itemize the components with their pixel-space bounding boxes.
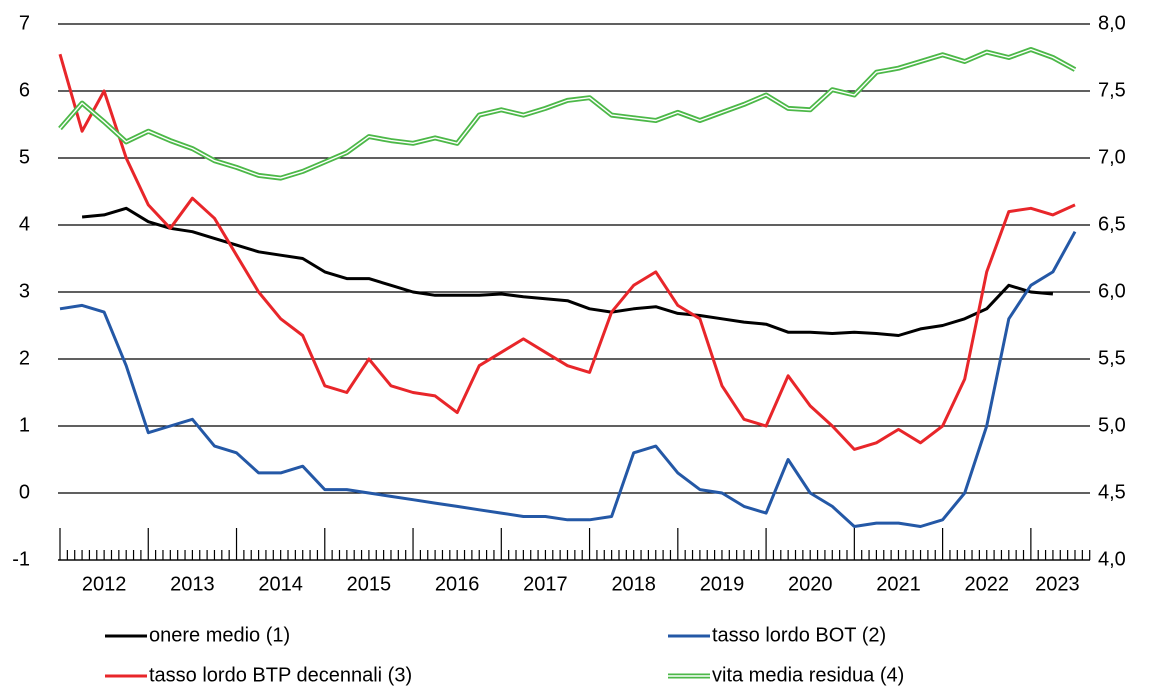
y2-tick-label: 6,0	[1098, 280, 1126, 302]
y-tick-label: 7	[19, 12, 30, 34]
series-line	[58, 53, 1076, 451]
y-tick-label: 6	[19, 79, 30, 101]
x-tick-label: 2016	[435, 573, 480, 595]
y2-tick-label: 5,5	[1098, 347, 1126, 369]
x-tick-label: 2021	[876, 573, 921, 595]
y-tick-label: 3	[19, 280, 30, 302]
x-tick-label: 2023	[1035, 573, 1080, 595]
series-line-inner	[59, 48, 1076, 179]
y-tick-label: 1	[19, 414, 30, 436]
legend-label: tasso lordo BTP decennali (3)	[149, 664, 412, 686]
legend-label: vita media residua (4)	[712, 664, 904, 686]
y-tick-label: 5	[19, 146, 30, 168]
y-tick-label: 4	[19, 213, 30, 235]
legend-label: onere medio (1)	[149, 624, 290, 646]
y2-tick-label: 4,0	[1098, 548, 1126, 570]
y2-tick-label: 6,5	[1098, 213, 1126, 235]
x-tick-label: 2022	[964, 573, 1009, 595]
y2-tick-label: 4,5	[1098, 481, 1126, 503]
x-tick-label: 2018	[611, 573, 656, 595]
x-tick-label: 2013	[170, 573, 215, 595]
x-tick-label: 2019	[700, 573, 745, 595]
y2-tick-label: 7,5	[1098, 79, 1126, 101]
y2-tick-label: 5,0	[1098, 414, 1126, 436]
x-tick-label: 2017	[523, 573, 568, 595]
y2-tick-label: 7,0	[1098, 146, 1126, 168]
x-tick-label: 2012	[82, 573, 127, 595]
y2-tick-label: 8,0	[1098, 12, 1126, 34]
x-tick-label: 2020	[788, 573, 833, 595]
y-tick-label: 2	[19, 347, 30, 369]
y-tick-label: -1	[12, 548, 30, 570]
legend-label: tasso lordo BOT (2)	[712, 624, 886, 646]
series-line	[81, 206, 1054, 337]
x-tick-label: 2014	[258, 573, 303, 595]
y-tick-label: 0	[19, 481, 30, 503]
series-line	[59, 230, 1077, 528]
x-tick-label: 2015	[347, 573, 392, 595]
